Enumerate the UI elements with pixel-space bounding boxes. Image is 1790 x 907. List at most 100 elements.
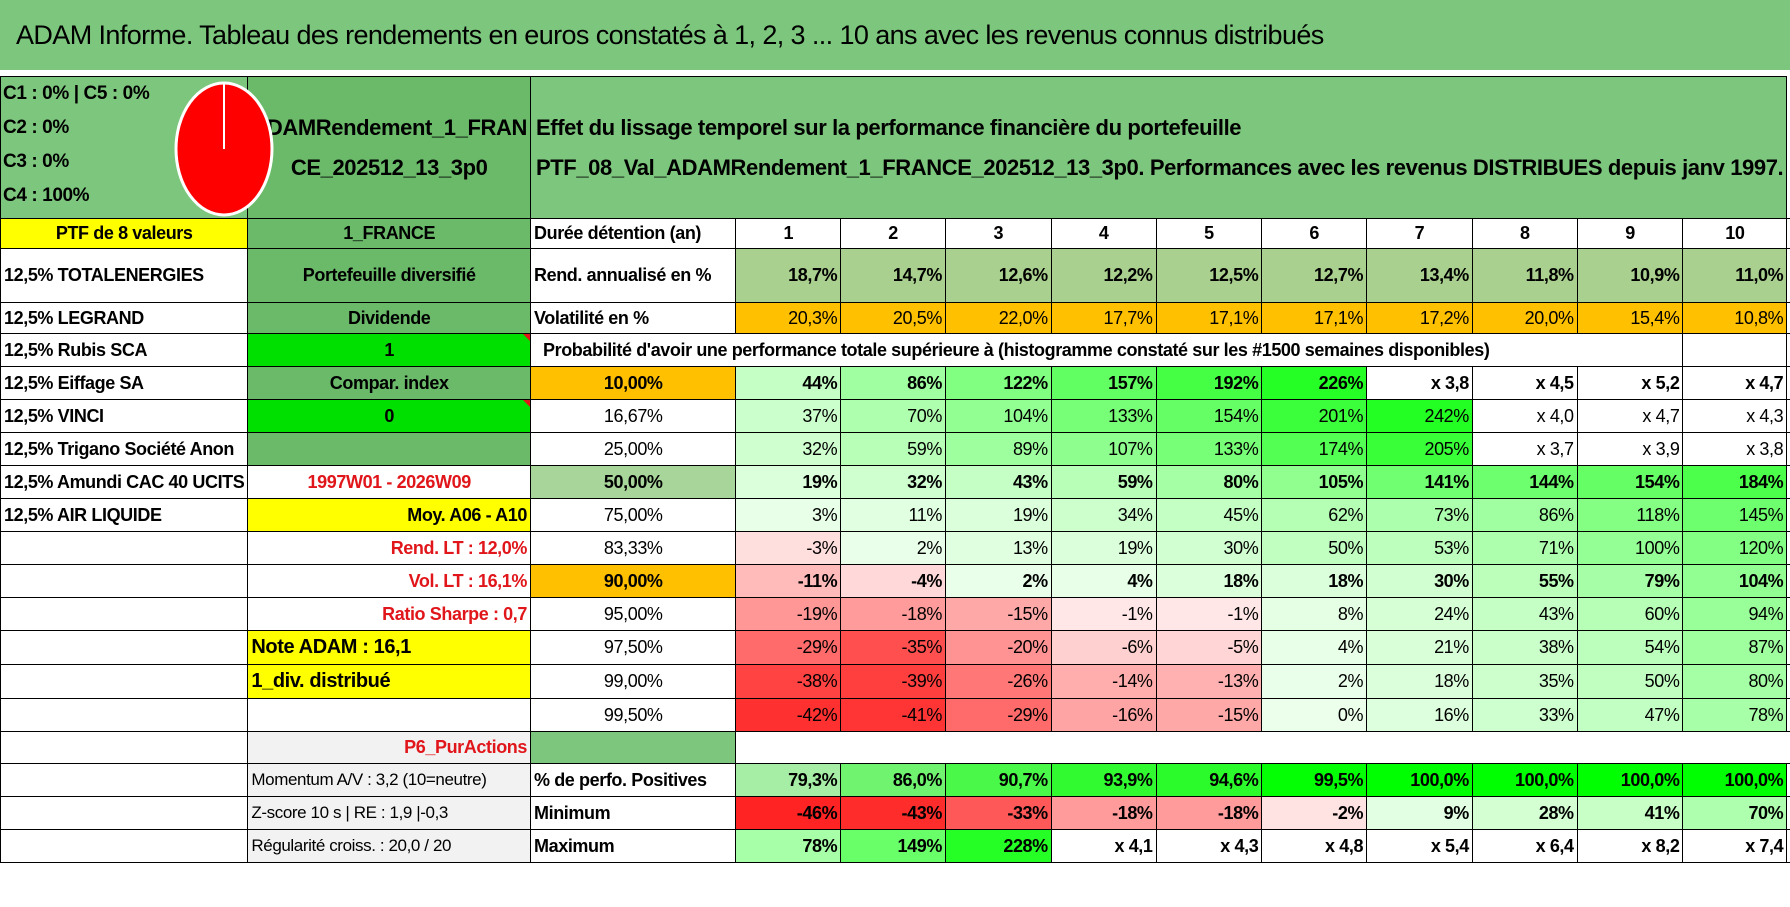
max-value: x 6,4 (1471, 829, 1578, 863)
sharpe-ratio: Ratio Sharpe : 0,7 (247, 597, 531, 631)
quantile-value: -16% (1050, 698, 1157, 732)
min-label: Minimum (529, 796, 737, 830)
min-value: 9% (1366, 796, 1473, 830)
rend-value: 12,2% (1050, 248, 1157, 303)
quantile-value: 86% (840, 366, 946, 400)
quantile-value: 34% (1050, 498, 1157, 532)
quantile-value: 18% (1261, 564, 1368, 598)
quantile-value: -29% (735, 630, 842, 665)
quantile-value: 18% (1155, 564, 1263, 598)
quantile-value: 18% (1366, 664, 1473, 699)
max-value: x 4,1 (1050, 829, 1157, 863)
portfolio-code-line: ADAMRendement_1_FRAN (251, 114, 527, 140)
quantile-value: 50% (1576, 664, 1684, 699)
country-label: 1_FRANCE (247, 218, 531, 249)
quantile-value: 33% (1471, 698, 1578, 732)
quantile-value: 55% (1471, 564, 1578, 598)
duration-label: Durée détention (an) (529, 218, 737, 249)
dividend-label: Dividende (247, 302, 531, 334)
holding-row: 12,5% AIR LIQUIDE (0, 498, 249, 532)
quantile-value: 104% (1682, 564, 1788, 598)
quantile-value: 133% (1050, 399, 1157, 433)
pos-value: 100,0% (1682, 763, 1788, 797)
max-value: 228% (944, 829, 1052, 863)
subtitle-line: PTF_08_Val_ADAMRendement_1_FRANCE_202512… (536, 154, 1784, 180)
quantile-value: 19% (1050, 531, 1157, 565)
separator-strip (0, 70, 1790, 76)
quantile-value: -14% (1050, 664, 1157, 699)
quantile-value: 141% (1366, 465, 1473, 499)
min-value: -43% (840, 796, 946, 830)
quantile-value: x 3,9 (1576, 432, 1684, 466)
year-header: 9 (1576, 218, 1684, 249)
quantile-value: -4% (840, 564, 946, 598)
quantile-value: 43% (1471, 597, 1578, 631)
compar-value: 0 (247, 399, 531, 433)
pos-value: 86,0% (840, 763, 946, 797)
quantile-value: x 3,8 (1366, 366, 1473, 400)
subtitle-cell: Effet du lissage temporel sur la perform… (529, 76, 1788, 219)
quantile-value: 73% (1366, 498, 1473, 532)
year-header: 2 (840, 218, 946, 249)
empty-cell (247, 432, 531, 466)
quantile-value: 154% (1155, 399, 1263, 433)
empty-cell (0, 597, 249, 631)
portfolio-code-cell: ADAMRendement_1_FRAN CE_202512_13_3p0 (247, 76, 531, 219)
year-header: 3 (944, 218, 1052, 249)
subtitle-line: Effet du lissage temporel sur la perform… (536, 114, 1242, 140)
quantile-value: 100% (1576, 531, 1684, 565)
vol-value: 17,1% (1155, 302, 1263, 334)
allocation-pie-svg (174, 81, 274, 217)
holding-row: 12,5% Rubis SCA (0, 333, 249, 367)
year-header: 10 (1682, 218, 1788, 249)
quantile-value: -3% (735, 531, 842, 565)
max-value: 78% (735, 829, 842, 863)
average-label: Moy. A06 - A10 (247, 498, 531, 532)
regularity-label: Régularité croiss. : 20,0 / 20 (247, 829, 531, 863)
year-header: 5 (1155, 218, 1263, 249)
quantile-value: 2% (1261, 664, 1368, 699)
empty-cell (0, 731, 249, 764)
year-header: 6 (1261, 218, 1368, 249)
min-value: -46% (735, 796, 842, 830)
quantile-value: 53% (1366, 531, 1473, 565)
empty-cell (0, 564, 249, 598)
pos-value: 93,9% (1050, 763, 1157, 797)
quantile-value: 24% (1366, 597, 1473, 631)
quantile-value: 144% (1471, 465, 1578, 499)
quantile-value: 107% (1050, 432, 1157, 466)
quantile-value: 32% (840, 465, 946, 499)
empty-cell (0, 531, 249, 565)
quantile-value: 30% (1155, 531, 1263, 565)
quantile-value: 38% (1471, 630, 1578, 665)
rend-value: 13,4% (1366, 248, 1473, 303)
vol-value: 20,3% (735, 302, 842, 334)
quantile-value: 35% (1471, 664, 1578, 699)
min-value: 41% (1576, 796, 1684, 830)
dividend-value: 1 (247, 333, 531, 367)
quantile-value: 19% (944, 498, 1052, 532)
holding-row: 12,5% LEGRAND (0, 302, 249, 334)
quantile-value: 205% (1366, 432, 1473, 466)
quantile-value: x 4,0 (1471, 399, 1578, 433)
rend-value: 11,8% (1471, 248, 1578, 303)
empty-cell (247, 698, 531, 732)
quantile-value: -29% (944, 698, 1052, 732)
vol-value: 17,1% (1261, 302, 1368, 334)
quantile-value: 54% (1576, 630, 1684, 665)
quantile-value: 78% (1682, 698, 1788, 732)
quantile-label: 83,33% (529, 531, 737, 565)
quantile-value: -5% (1155, 630, 1263, 665)
quantile-value: x 5,2 (1576, 366, 1684, 400)
strategy-label: P6_PurActions (247, 731, 531, 764)
quantile-value: 30% (1366, 564, 1473, 598)
quantile-label: 75,00% (529, 498, 737, 532)
rend-value: 10,9% (1576, 248, 1684, 303)
quantile-value: 192% (1155, 366, 1263, 400)
min-value: -18% (1155, 796, 1263, 830)
quantile-value: -42% (735, 698, 842, 732)
quantile-value: 184% (1682, 465, 1788, 499)
quantile-value: -11% (735, 564, 842, 598)
quantile-value: 89% (944, 432, 1052, 466)
empty-cell (0, 664, 249, 699)
